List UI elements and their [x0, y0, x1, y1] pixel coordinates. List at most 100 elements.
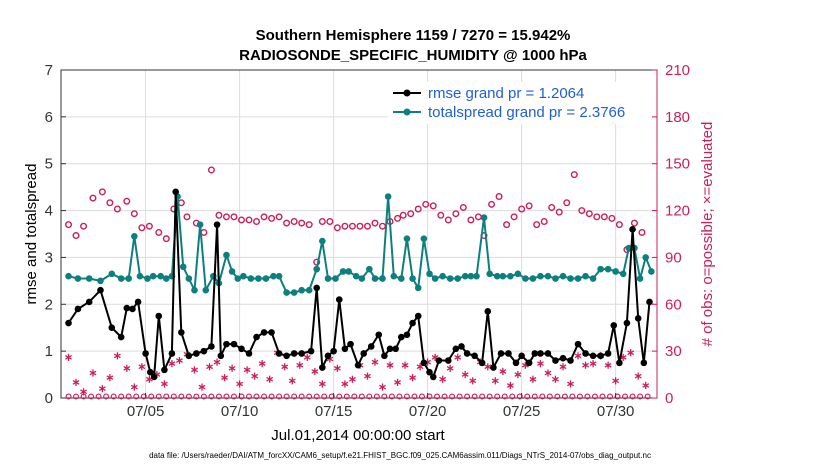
- rmse-point: [134, 298, 142, 306]
- obs-evaluated-point: [98, 385, 106, 393]
- asterisk-stroke: [431, 355, 439, 360]
- obs-zero-point: [208, 393, 215, 400]
- obs-possible-point: [437, 211, 445, 219]
- totalspread-point: [574, 275, 582, 282]
- obs-possible-point: [290, 218, 298, 226]
- asterisk-stroke: [311, 369, 319, 374]
- y-tick-label-left: 0: [45, 390, 53, 407]
- obs-possible-point: [333, 224, 341, 232]
- totalspread-point: [390, 272, 398, 280]
- obs-zero-point: [569, 393, 576, 400]
- asterisk-stroke: [394, 380, 401, 385]
- obs-zero-point: [261, 393, 268, 400]
- totalspread-point: [366, 265, 373, 273]
- obs-possible-point: [414, 205, 422, 213]
- obs-zero-point: [200, 393, 207, 400]
- obs-zero-point: [276, 393, 283, 400]
- obs-possible-point: [237, 216, 245, 224]
- x-tick-label: 07/25: [503, 403, 541, 420]
- rmse-point: [386, 345, 394, 353]
- obs-evaluated-point: [544, 369, 552, 377]
- obs-zero-point: [403, 393, 410, 400]
- obs-zero-point: [396, 393, 403, 400]
- obs-evaluated-point: [228, 364, 236, 372]
- x-tick-label: 07/20: [409, 403, 447, 420]
- obs-zero-point: [313, 393, 320, 400]
- chart-title: Southern Hemisphere 1159 / 7270 = 15.942…: [256, 27, 571, 44]
- asterisk-stroke: [236, 381, 244, 387]
- totalspread-point: [582, 272, 589, 280]
- totalspread-point: [352, 272, 360, 280]
- totalspread-point: [409, 275, 416, 282]
- asterisk-stroke: [559, 364, 567, 370]
- obs-evaluated-point: [514, 370, 522, 379]
- obs-evaluated-point: [176, 356, 183, 365]
- rmse-point: [275, 350, 283, 357]
- obs-possible-point: [177, 199, 185, 207]
- obs-evaluated-point: [386, 361, 394, 369]
- rmse-line: [67, 191, 651, 380]
- totalspread-point: [420, 235, 428, 242]
- obs-zero-point: [328, 393, 335, 400]
- obs-evaluated-point: [206, 363, 213, 371]
- y-tick-label-right: 0: [665, 390, 673, 407]
- rmse-point: [347, 340, 354, 348]
- asterisk-stroke: [439, 376, 447, 382]
- asterisk-stroke: [191, 367, 198, 373]
- totalspread-point: [414, 284, 422, 292]
- obs-zero-point: [95, 393, 102, 400]
- obs-zero-point: [509, 393, 516, 400]
- y-axis-label-right: # of obs: o=possible; ×=evaluated: [699, 122, 716, 347]
- obs-zero-point: [561, 393, 568, 400]
- rmse-point: [213, 221, 221, 228]
- x-tick-label: 07/10: [221, 403, 259, 420]
- rmse-point: [429, 373, 437, 381]
- obs-zero-point: [576, 393, 583, 400]
- totalspread-point: [473, 272, 480, 280]
- rmse-point: [123, 304, 131, 312]
- asterisk-stroke: [552, 376, 559, 382]
- rmse-point: [367, 343, 375, 350]
- obs-zero-point: [133, 393, 140, 400]
- obs-possible-point: [533, 221, 541, 229]
- obs-zero-point: [644, 393, 651, 400]
- asterisk-stroke: [266, 376, 274, 382]
- obs-zero-point: [140, 393, 147, 400]
- obs-evaluated-point: [364, 372, 371, 380]
- asterisk-stroke: [484, 364, 492, 370]
- rmse-point: [589, 352, 597, 360]
- totalspread-point: [125, 275, 132, 282]
- rmse-point: [230, 340, 238, 348]
- asterisk-stroke: [333, 365, 341, 371]
- obs-possible-point: [399, 211, 407, 219]
- legend-rmse-label: rmse grand pr = 1.2064: [428, 85, 584, 102]
- y-tick-label-left: 5: [45, 156, 53, 173]
- obs-zero-point: [479, 393, 486, 400]
- obs-zero-point: [388, 393, 395, 400]
- obs-zero-point: [381, 393, 388, 400]
- obs-possible-point: [363, 222, 371, 230]
- rmse-point: [354, 361, 362, 369]
- obs-evaluated-point: [198, 383, 206, 391]
- obs-zero-point: [554, 393, 561, 400]
- obs-zero-point: [155, 393, 162, 400]
- obs-evaluated-point: [311, 367, 319, 376]
- asterisk-stroke: [98, 386, 106, 391]
- obs-evaluated-point: [160, 380, 168, 388]
- totalspread-point: [379, 275, 386, 282]
- obs-zero-point: [449, 393, 456, 400]
- footer-data-file: data file: /Users/raeder/DAI/ATM_forcXX/…: [149, 451, 651, 460]
- obs-evaluated-point: [379, 383, 386, 391]
- obs-zero-point: [591, 393, 598, 400]
- rmse-point: [518, 352, 525, 360]
- rmse-point: [150, 373, 158, 381]
- obs-possible-point: [518, 205, 526, 213]
- totalspread-point: [371, 275, 379, 282]
- rmse-point: [597, 352, 604, 360]
- obs-evaluated-point: [439, 375, 447, 383]
- obs-evaluated-point: [529, 375, 537, 383]
- obs-zero-point: [283, 393, 290, 400]
- rmse-point: [74, 305, 82, 313]
- totalspread-point: [74, 275, 82, 282]
- asterisk-stroke: [65, 355, 72, 360]
